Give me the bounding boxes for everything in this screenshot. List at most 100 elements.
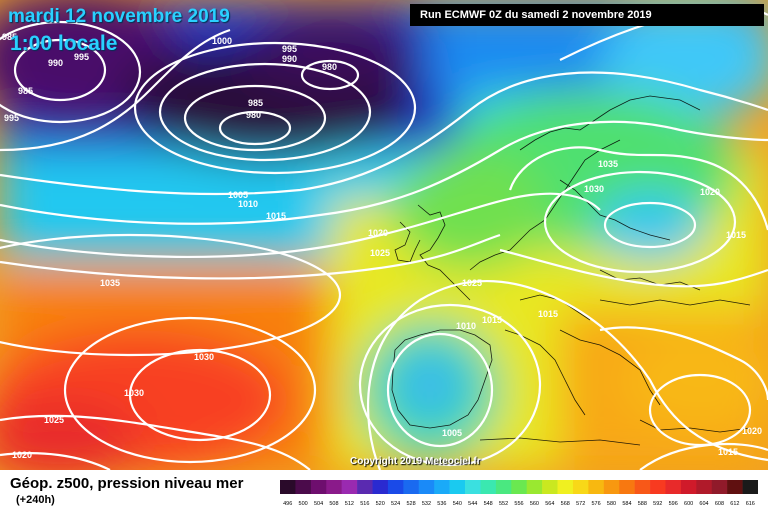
color-scale-swatch [403,480,420,494]
color-scale-label: 540 [453,501,462,507]
color-scale-swatch [557,480,574,494]
color-scale-swatch [603,480,620,494]
color-scale-swatch [295,480,312,494]
color-scale-label: 556 [514,501,523,507]
svg-text:1030: 1030 [124,388,144,398]
color-scale-swatch [711,480,728,494]
color-scale-swatch [372,480,389,494]
svg-text:1025: 1025 [44,415,64,425]
color-scale-swatch [619,480,635,494]
color-scale-label: 568 [561,501,570,507]
color-scale-swatch [310,480,327,494]
color-scale-swatch [572,480,589,494]
color-scale-label: 508 [329,501,338,507]
color-scale-label: 532 [422,501,431,507]
svg-text:990: 990 [48,58,63,68]
isobar-labels: 985 990 995 1000 995 990 980 985 980 985… [2,32,762,460]
color-scale-swatch [280,480,296,494]
color-scale-label: 584 [622,501,631,507]
color-scale-label: 616 [746,501,755,507]
color-scale-swatch [326,480,342,494]
color-scale-label: 500 [299,501,308,507]
color-scale-swatch [650,480,666,494]
color-scale-label: 560 [530,501,539,507]
geopotential-map: 985 990 995 1000 995 990 980 985 980 985… [0,0,768,470]
svg-text:1035: 1035 [598,159,618,169]
svg-text:985: 985 [18,86,33,96]
color-scale-swatch [434,480,450,494]
svg-text:1020: 1020 [742,426,762,436]
color-scale-swatch [680,480,697,494]
svg-text:1005: 1005 [442,428,462,438]
color-scale-swatch [480,480,497,494]
color-scale-label: 512 [345,501,354,507]
svg-text:1005: 1005 [228,190,248,200]
color-scale-swatch [449,480,466,494]
color-scale: 496 500 504 508 512 516 520 524 528 532 536 540 544 5… [280,480,758,507]
svg-text:980: 980 [246,110,261,120]
svg-text:995: 995 [4,113,19,123]
color-scale-label: 516 [360,501,369,507]
svg-text:1020: 1020 [700,187,720,197]
color-scale-swatch [526,480,543,494]
svg-text:995: 995 [74,52,89,62]
color-scale-label: 604 [699,501,708,507]
color-scale-label: 504 [314,501,323,507]
color-scale-swatch [341,480,358,494]
svg-text:1020: 1020 [12,450,32,460]
color-scale-label: 580 [607,501,616,507]
svg-text:1015: 1015 [718,447,738,457]
color-scale-label: 608 [715,501,724,507]
svg-text:1035: 1035 [100,278,120,288]
svg-text:985: 985 [248,98,263,108]
color-scale-label: 520 [376,501,385,507]
run-info: Run ECMWF 0Z du samedi 2 novembre 2019 [410,4,764,26]
color-scale-swatch [511,480,528,494]
color-scale-swatch [465,480,481,494]
forecast-step: (+240h) [16,494,55,506]
color-scale-swatch [588,480,605,494]
svg-text:1015: 1015 [538,309,558,319]
svg-text:1020: 1020 [368,228,388,238]
color-scale-label: 588 [638,501,647,507]
color-scale-label: 548 [484,501,493,507]
color-scale-swatch [418,480,435,494]
svg-text:980: 980 [322,62,337,72]
svg-text:1010: 1010 [238,199,258,209]
color-scale-label: 544 [468,501,477,507]
color-scale-swatch [727,480,743,494]
color-scale-label: 572 [576,501,585,507]
forecast-date: mardi 12 novembre 2019 [8,6,230,27]
color-scale-swatch [742,480,758,494]
svg-text:1015: 1015 [726,230,746,240]
color-scale-swatch [387,480,404,494]
parameter-label: Géop. z500, pression niveau mer [10,475,244,492]
color-scale-swatch [495,480,512,494]
isobars [0,6,768,470]
color-scale-label: 596 [669,501,678,507]
color-scale-label: 592 [653,501,662,507]
color-scale-swatch [357,480,373,494]
legend-bar: Géop. z500, pression niveau mer (+240h) … [0,470,768,512]
color-scale-swatch [696,480,713,494]
svg-text:1030: 1030 [194,352,214,362]
forecast-time: 1:00 locale [10,32,118,55]
svg-text:990: 990 [282,54,297,64]
color-scale-label: 528 [406,501,415,507]
color-scale-label: 496 [283,501,292,507]
color-scale-label: 524 [391,501,400,507]
svg-text:1015: 1015 [482,315,502,325]
copyright-text: Copyright 2019 Meteociel.fr [350,456,481,467]
color-scale-label: 576 [592,501,601,507]
svg-text:1015: 1015 [266,211,286,221]
svg-text:1030: 1030 [584,184,604,194]
color-scale-swatch [634,480,651,494]
color-scale-label: 612 [730,501,739,507]
color-scale-label: 552 [499,501,508,507]
color-scale-label: 564 [545,501,554,507]
svg-text:985: 985 [2,32,17,42]
svg-text:1025: 1025 [462,278,482,288]
color-scale-label: 600 [684,501,693,507]
svg-text:1000: 1000 [212,36,232,46]
